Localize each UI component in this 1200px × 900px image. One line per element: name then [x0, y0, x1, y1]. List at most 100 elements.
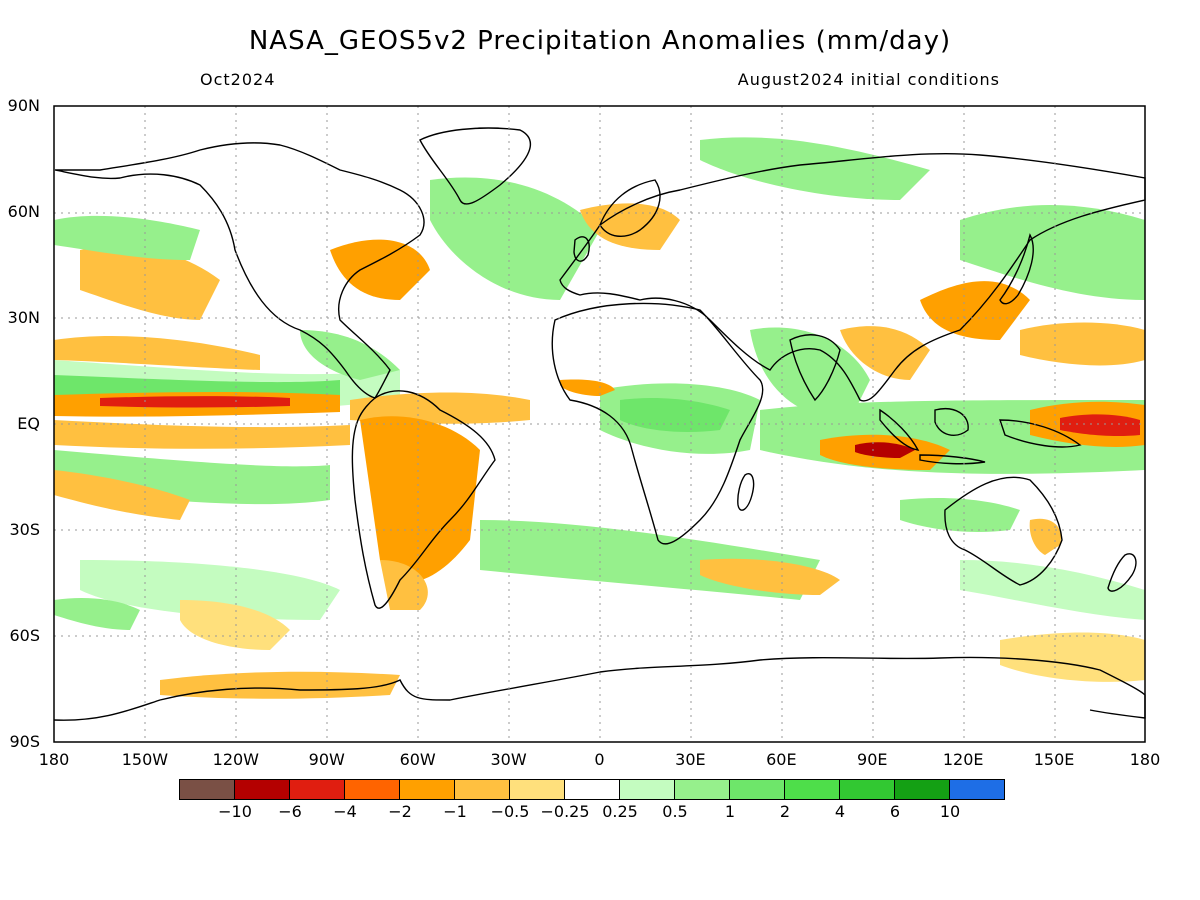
anomaly-patch — [1029, 518, 1061, 555]
colorbar-swatch — [289, 779, 345, 800]
longitude-label: 180 — [1129, 750, 1161, 769]
longitude-label: 150E — [1033, 750, 1075, 769]
longitude-label: 90E — [857, 750, 888, 769]
anomaly-patch — [360, 416, 480, 582]
longitude-label: 60E — [766, 750, 797, 769]
coastline-new-guinea — [999, 419, 1082, 448]
coastline-australia — [944, 476, 1063, 586]
colorbar-label: −2 — [388, 802, 412, 821]
colorbar-swatch — [839, 779, 895, 800]
colorbar-swatch — [949, 779, 1005, 800]
colorbar-label: 0.5 — [662, 802, 688, 821]
coastline-greenland — [419, 127, 531, 205]
anomaly-patch — [100, 396, 290, 408]
colorbar-swatch — [344, 779, 400, 800]
anomaly-patch — [54, 335, 260, 370]
coastline-north-america — [54, 142, 425, 399]
coastline-japan — [999, 233, 1034, 305]
latitude-label: 90S — [9, 732, 40, 751]
colorbar-swatch — [179, 779, 235, 800]
colorbar-label: −10 — [218, 802, 252, 821]
anomaly-patch — [54, 215, 200, 260]
colorbar-swatch — [509, 779, 565, 800]
map-frame — [53, 105, 1146, 743]
coastline-antarctica — [53, 656, 1146, 721]
colorbar-label: 1 — [724, 802, 736, 821]
initial-conditions-label: August2024 initial conditions — [737, 70, 1000, 89]
colorbar-label: 2 — [779, 802, 791, 821]
colorbar-swatch — [894, 779, 950, 800]
anomaly-patch — [54, 470, 190, 520]
coastline-india — [789, 334, 841, 402]
anomaly-patch — [160, 671, 400, 699]
anomaly-patch — [1020, 322, 1145, 366]
coastline-scandinavia — [599, 179, 661, 237]
colorbar-label: −6 — [278, 802, 302, 821]
anomaly-patch — [54, 375, 340, 398]
colorbar-swatch — [234, 779, 290, 800]
latitude-label: 60N — [7, 202, 40, 221]
anomaly-patch — [855, 442, 915, 458]
anomaly-patch — [620, 398, 730, 432]
coastline-africa — [551, 302, 764, 545]
longitude-label: 60W — [399, 750, 436, 769]
coastline-borneo — [934, 408, 969, 436]
anomaly-patch — [700, 558, 840, 595]
anomaly-patch — [54, 598, 140, 630]
colorbar-label: −0.5 — [490, 802, 530, 821]
anomaly-fields — [54, 137, 1145, 699]
coastline-java — [919, 454, 986, 465]
anomaly-patch — [380, 560, 428, 610]
latitude-label: 90N — [7, 96, 40, 115]
colorbar — [179, 779, 1005, 800]
anomaly-patch — [900, 498, 1020, 532]
colorbar-swatch — [564, 779, 620, 800]
coastline-uk — [573, 236, 590, 262]
anomaly-patch — [330, 239, 430, 300]
anomaly-patch — [350, 392, 530, 424]
colorbar-label: −4 — [333, 802, 357, 821]
anomaly-patch — [300, 330, 400, 380]
longitude-label: 150W — [121, 750, 169, 769]
gridlines — [54, 106, 1145, 742]
longitude-label: 0 — [594, 750, 605, 769]
colorbar-swatch — [399, 779, 455, 800]
anomaly-patch — [1000, 632, 1145, 682]
colorbar-label: −1 — [443, 802, 467, 821]
colorbar-swatch — [454, 779, 510, 800]
latitude-label: EQ — [17, 414, 40, 433]
longitude-label: 90W — [308, 750, 345, 769]
colorbar-label: 4 — [834, 802, 846, 821]
colorbar-swatch — [729, 779, 785, 800]
anomaly-patch — [960, 560, 1145, 620]
colorbar-swatch — [674, 779, 730, 800]
map-title: NASA_GEOS5v2 Precipitation Anomalies (mm… — [248, 26, 952, 56]
longitude-label: 120W — [212, 750, 259, 769]
colorbar-label: 10 — [939, 802, 961, 821]
longitude-label: 120E — [942, 750, 984, 769]
latitude-label: 30N — [7, 308, 40, 327]
anomaly-patch — [430, 177, 600, 300]
colorbar-swatch — [619, 779, 675, 800]
coastlines — [53, 127, 1146, 721]
latitude-label: 60S — [9, 626, 40, 645]
colorbar-label: 0.25 — [602, 802, 638, 821]
longitude-label: 180 — [38, 750, 70, 769]
coastline-sumatra — [879, 408, 920, 451]
valid-month-label: Oct2024 — [200, 70, 276, 89]
coastline-new-zealand — [1107, 553, 1137, 592]
anomaly-patch — [1060, 414, 1140, 437]
longitude-label: 30W — [490, 750, 527, 769]
latitude-label: 30S — [9, 520, 40, 539]
colorbar-swatch — [784, 779, 840, 800]
coastline-madagascar — [737, 473, 755, 511]
longitude-label: 30E — [675, 750, 706, 769]
colorbar-label: 6 — [889, 802, 901, 821]
anomaly-patch — [80, 246, 220, 320]
coastline-south-america — [351, 390, 496, 609]
anomaly-patch — [960, 205, 1145, 300]
anomaly-patch — [54, 420, 350, 449]
anomaly-patch — [840, 326, 930, 380]
colorbar-label: −0.25 — [540, 802, 590, 821]
